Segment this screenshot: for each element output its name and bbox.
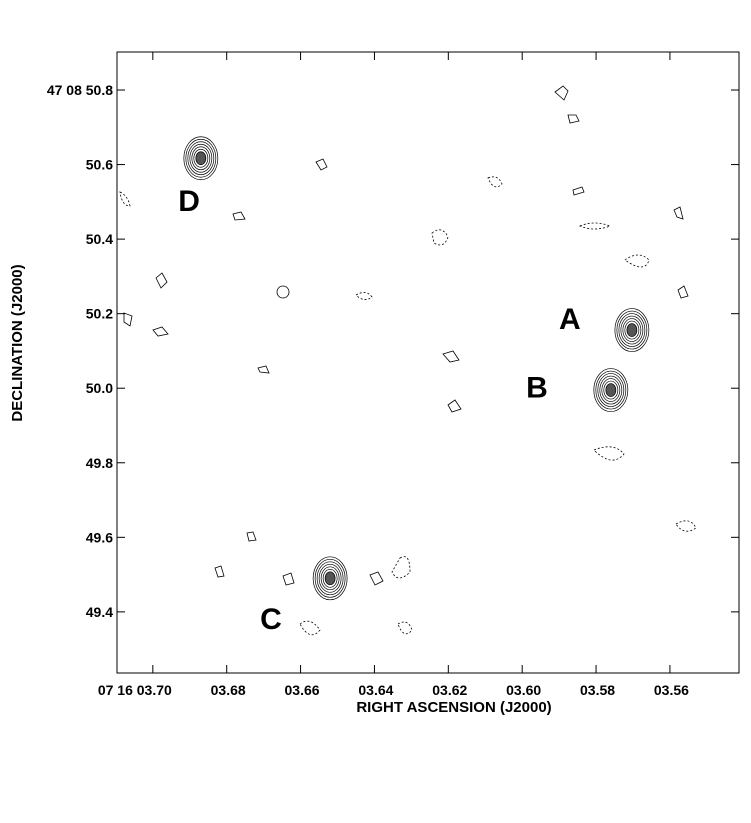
x-tick-label: 03.66 — [285, 682, 320, 698]
x-tick-label: 03.56 — [654, 682, 689, 698]
contour-level — [605, 383, 617, 397]
contour-level — [185, 138, 217, 178]
contour-level — [189, 143, 213, 173]
contour-level — [320, 566, 340, 591]
source — [312, 556, 348, 601]
contour-level — [620, 315, 644, 345]
contour-level — [624, 320, 640, 340]
annotation: D — [178, 185, 200, 218]
contour-level — [603, 380, 619, 400]
x-tick-label: 07 16 03.70 — [98, 682, 172, 698]
y-tick-label: 49.4 — [86, 604, 113, 620]
contour-level — [314, 558, 346, 598]
plot-frame — [116, 51, 740, 674]
x-tick-label: 03.60 — [506, 682, 541, 698]
contour-level — [187, 141, 215, 176]
contour-level — [622, 318, 642, 342]
contour-level — [324, 571, 336, 586]
contour-level — [195, 151, 207, 166]
contour-level — [601, 378, 621, 402]
contour-level — [318, 563, 342, 593]
y-tick-label: 50.4 — [86, 231, 113, 247]
contour-level — [626, 323, 638, 337]
y-axis-label: DECLINATION (J2000) — [9, 264, 26, 421]
annotation: A — [559, 303, 581, 336]
source — [614, 308, 650, 352]
x-tick-label: 03.62 — [432, 682, 467, 698]
x-tick-label: 03.68 — [211, 682, 246, 698]
source — [183, 136, 219, 181]
contour-level — [597, 373, 625, 407]
y-tick-label: 50.0 — [86, 380, 113, 396]
x-tick-label: 03.64 — [358, 682, 393, 698]
contour-level — [312, 556, 348, 601]
contour-level — [316, 561, 344, 596]
contour-level — [595, 370, 627, 410]
contour-level — [193, 148, 209, 168]
y-tick-label: 49.8 — [86, 455, 113, 471]
contour-level — [614, 308, 650, 352]
y-tick-label: 49.6 — [86, 529, 113, 545]
source — [593, 368, 629, 412]
contour-level — [593, 368, 629, 412]
contour-level — [618, 313, 646, 347]
annotation: C — [260, 603, 282, 636]
contour-level — [322, 568, 338, 588]
x-axis-label: RIGHT ASCENSION (J2000) — [356, 699, 551, 716]
y-tick-label: 50.2 — [86, 306, 113, 322]
y-tick-label: 50.6 — [86, 157, 113, 173]
annotation: B — [526, 371, 548, 404]
contour-level — [183, 136, 219, 181]
contour-level — [599, 375, 623, 405]
contour-level — [191, 146, 211, 171]
noise-contours — [123, 85, 689, 586]
x-tick-label: 03.58 — [580, 682, 615, 698]
negative-contours — [119, 176, 697, 636]
y-tick-label: 47 08 50.8 — [47, 82, 113, 98]
contour-level — [616, 310, 648, 350]
